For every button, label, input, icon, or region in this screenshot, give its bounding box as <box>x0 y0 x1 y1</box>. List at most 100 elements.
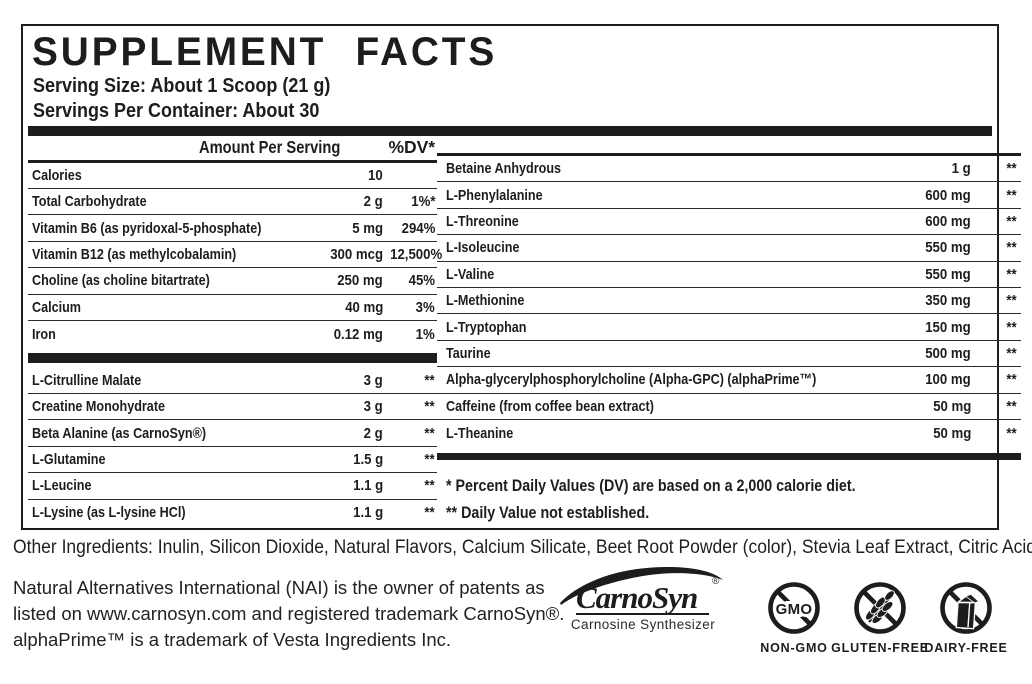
ingredient-name: L-Isoleucine <box>446 239 520 257</box>
ingredient-amount: 50 mg <box>932 397 972 415</box>
serving-size: Serving Size: About 1 Scoop (21 g) <box>33 75 331 97</box>
nutrient-dv: 45% <box>408 272 436 290</box>
table-row: Choline (as choline bitartrate) 250 mg 4… <box>28 268 438 295</box>
ingredient-name: Caffeine (from coffee bean extract) <box>446 397 655 415</box>
badge-label: GLUTEN-FREE <box>831 641 929 655</box>
logo-wordmark: CarnoSyn <box>576 580 697 615</box>
ingredient-dv: ** <box>424 424 436 442</box>
table-row: L-Theanine 50 mg ** <box>437 420 1021 446</box>
badge-label: DAIRY-FREE <box>924 641 1008 655</box>
table-row: L-Phenylalanine 600 mg ** <box>437 182 1022 209</box>
ingredient-name: L-Tryptophan <box>446 318 527 336</box>
ingredient-name: L-Valine <box>446 265 495 283</box>
nutrient-dv: 294% <box>401 219 436 237</box>
ingredient-amount: 2 g <box>364 424 384 442</box>
ingredient-amount: 600 mg <box>925 186 972 204</box>
facts-columns: Amount Per Serving %DV* Calories 10 Tota… <box>28 136 1022 526</box>
ingredient-dv: ** <box>1006 186 1018 204</box>
performance-rows: L-Citrulline Malate 3 g ** Creatine Mono… <box>28 368 438 526</box>
nutrient-dv: 1% <box>416 325 436 343</box>
dv-header: %DV* <box>388 137 436 158</box>
section-divider-bar <box>28 353 438 363</box>
table-row: Betaine Anhydrous 1 g ** <box>437 156 1022 183</box>
ingredient-dv: ** <box>1006 212 1018 230</box>
table-row: Beta Alanine (as CarnoSyn®) 2 g ** <box>28 420 438 447</box>
ingredient-dv: ** <box>424 371 436 389</box>
ingredient-name: L-Citrulline Malate <box>32 371 142 389</box>
dv-footnote: * Percent Daily Values (DV) are based on… <box>446 476 856 495</box>
table-row: Vitamin B12 (as methylcobalamin) 300 mcg… <box>28 242 442 269</box>
ingredient-amount: 1.1 g <box>353 477 384 495</box>
table-row: L-Valine 550 mg ** <box>437 262 1022 288</box>
ingredient-name: L-Glutamine <box>32 451 106 469</box>
footnote-divider-bar <box>437 453 1022 460</box>
footnotes: * Percent Daily Values (DV) are based on… <box>437 465 1021 526</box>
nutrient-name: Vitamin B12 (as methylcobalamin) <box>32 245 237 263</box>
nutrient-name: Calcium <box>32 298 82 316</box>
table-row: Alpha-glycerylphosphorylcholine (Alpha-G… <box>437 367 1022 394</box>
table-row: Vitamin B6 (as pyridoxal-5-phosphate) 5 … <box>28 215 438 242</box>
ingredient-dv: ** <box>1006 239 1018 257</box>
logo-swoosh <box>560 566 723 605</box>
table-row: Iron 0.12 mg 1% <box>28 321 437 347</box>
servings-per-container: Servings Per Container: About 30 <box>33 100 320 122</box>
ingredient-amount: 3 g <box>364 398 384 416</box>
table-row: L-Citrulline Malate 3 g ** <box>28 368 438 395</box>
ingredient-dv: ** <box>424 451 436 469</box>
nutrient-name: Iron <box>32 325 56 343</box>
table-row: L-Leucine 1.1 g ** <box>28 473 438 500</box>
ingredient-name: L-Threonine <box>446 212 519 230</box>
ingredient-amount: 3 g <box>364 371 384 389</box>
ingredient-name: L-Leucine <box>32 477 92 495</box>
nutrient-amount: 250 mg <box>337 272 384 290</box>
badge-gluten-free: GLUTEN-FREE <box>831 581 928 655</box>
ingredient-amount: 1 g <box>951 160 972 178</box>
ingredient-amount: 550 mg <box>925 239 972 257</box>
table-row: L-Isoleucine 550 mg ** <box>437 235 1022 262</box>
nutrient-name: Choline (as choline bitartrate) <box>32 272 210 290</box>
right-column: Betaine Anhydrous 1 g ** L-Phenylalanine… <box>437 136 1022 526</box>
table-row: L-Glutamine 1.5 g ** <box>28 447 438 474</box>
ingredient-dv: ** <box>1006 160 1018 178</box>
registered-mark-icon: ® <box>712 576 720 587</box>
ingredient-amount: 150 mg <box>925 318 972 336</box>
logo-underline <box>576 613 709 615</box>
ingredient-name: Beta Alanine (as CarnoSyn®) <box>32 424 207 442</box>
ingredient-dv: ** <box>424 504 436 522</box>
ingredient-name: Taurine <box>446 344 491 362</box>
table-row: Caffeine (from coffee bean extract) 50 m… <box>437 394 1022 420</box>
ingredient-name: Creatine Monohydrate <box>32 398 166 416</box>
table-row: L-Methionine 350 mg ** <box>437 288 1022 315</box>
ingredient-dv: ** <box>1006 424 1018 442</box>
non-gmo-icon: GMO <box>768 582 820 634</box>
ingredient-dv: ** <box>1006 397 1018 415</box>
amount-per-serving-header: Amount Per Serving <box>198 137 341 158</box>
nutrient-amount: 2 g <box>364 193 384 211</box>
table-row: L-Threonine 600 mg ** <box>437 209 1022 236</box>
nutrient-amount: 0.12 mg <box>333 325 384 343</box>
table-row: Taurine 500 mg ** <box>437 341 1022 368</box>
ingredient-amount: 500 mg <box>925 344 972 362</box>
ingredient-amount: 100 mg <box>925 371 972 389</box>
right-column-header <box>437 136 1022 156</box>
ingredient-amount: 550 mg <box>925 265 972 283</box>
ingredient-dv: ** <box>1006 371 1018 389</box>
table-row: Creatine Monohydrate 3 g ** <box>28 394 438 421</box>
ingredient-dv: ** <box>1006 292 1018 310</box>
gluten-free-icon <box>854 582 906 634</box>
nutrients-rows: Calories 10 Total Carbohydrate 2 g 1%* V… <box>28 163 442 348</box>
ingredient-dv: ** <box>1006 318 1018 336</box>
panel-title: SUPPLEMENT FACTS <box>32 30 498 74</box>
nutrient-amount: 300 mcg <box>330 245 384 263</box>
badge-dairy-free: DAIRY-FREE <box>923 581 1009 655</box>
not-established-footnote: ** Daily Value not established. <box>446 503 650 522</box>
table-row: Total Carbohydrate 2 g 1%* <box>28 189 438 216</box>
ingredient-dv: ** <box>424 398 436 416</box>
nutrient-name: Total Carbohydrate <box>32 193 147 211</box>
left-column-header: Amount Per Serving %DV* <box>28 136 438 163</box>
facts-panel: SUPPLEMENT FACTS Serving Size: About 1 S… <box>21 24 1022 530</box>
dairy-free-icon <box>940 582 992 634</box>
patents-note-text: Natural Alternatives International (NAI)… <box>13 577 565 624</box>
table-row: Calories 10 <box>28 163 438 189</box>
